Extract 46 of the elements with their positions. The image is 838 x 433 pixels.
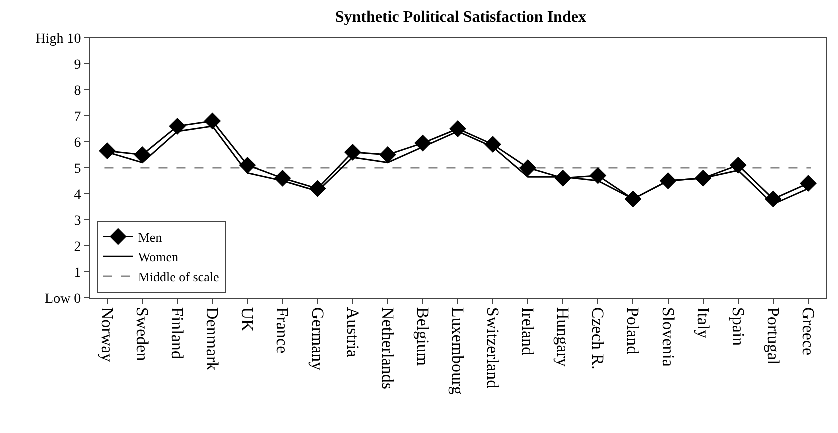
x-tick-label: Finland [168, 307, 188, 360]
point [204, 112, 222, 130]
point [800, 175, 817, 192]
x-tick-label: Italy [694, 307, 713, 340]
point [520, 160, 537, 176]
x-tick-label: Ireland [518, 307, 538, 356]
y-tick-label: 9 [74, 58, 82, 73]
x-tick-label: Spain [728, 307, 748, 347]
y-tick-label: High 10 [36, 32, 82, 47]
point [134, 146, 152, 164]
point [169, 118, 186, 135]
x-tick-label: Norway [98, 307, 117, 363]
chart-title: Synthetic Political Satisfaction Index [335, 9, 586, 26]
x-tick-label: Poland [624, 307, 643, 356]
x-tick-label: Sweden [133, 307, 152, 362]
legend-label: Men [138, 230, 163, 245]
x-tick-label: Slovenia [658, 307, 678, 368]
x-tick-label: Luxembourg [448, 307, 468, 396]
y-tick-label: 6 [74, 136, 82, 151]
y-tick-label: 7 [74, 110, 82, 125]
legend-label: Middle of scale [138, 270, 220, 285]
x-tick-label: Greece [798, 307, 818, 356]
x-tick-label: UK [238, 307, 258, 333]
y-tick-label: 8 [74, 84, 82, 99]
y-tick-label: 3 [74, 214, 82, 229]
x-tick-label: Hungary [554, 307, 573, 368]
y-tick-label: 1 [74, 266, 82, 281]
point [344, 144, 362, 161]
point [379, 146, 396, 164]
y-tick-label: 5 [74, 162, 82, 177]
x-tick-label: Denmark [203, 307, 222, 372]
y-tick-label: Low 0 [45, 292, 82, 307]
x-tick-label: Switzerland [484, 307, 503, 390]
x-tick-label: France [273, 307, 292, 354]
x-tick-label: Germany [308, 307, 328, 372]
x-tick-label: Portugal [764, 307, 783, 366]
point [730, 156, 747, 174]
x-tick-label: Netherlands [378, 307, 398, 390]
y-tick-label: 4 [74, 188, 82, 203]
point [590, 167, 607, 184]
x-tick-label: Belgium [413, 307, 432, 366]
y-tick-label: 2 [74, 240, 82, 255]
x-tick-label: Czech R. [588, 307, 608, 370]
x-tick-label: Austria [343, 307, 362, 358]
point [99, 142, 116, 160]
legend-label: Women [138, 250, 179, 265]
